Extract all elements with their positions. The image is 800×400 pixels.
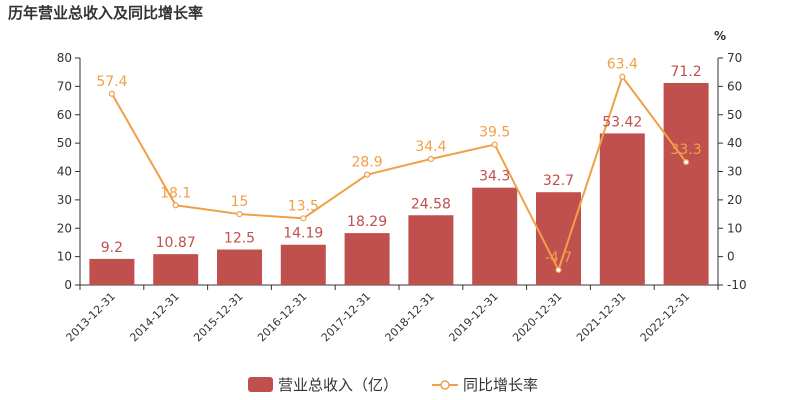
right-axis-tick-label: 30 (727, 165, 742, 179)
line-value-label: 28.9 (352, 155, 383, 171)
line-point (491, 141, 498, 148)
x-axis-tick-label: 2013-12-31 (64, 290, 118, 344)
line-point (682, 159, 690, 166)
line-point (172, 202, 179, 209)
left-axis-tick-label: 30 (57, 193, 72, 207)
line-value-label: 57.4 (96, 74, 127, 90)
bar (217, 249, 262, 285)
bar-value-label: 32.7 (543, 173, 574, 189)
line-point (300, 215, 307, 222)
line-series (108, 73, 690, 274)
right-axis-tick-label: -10 (727, 278, 747, 292)
bar-value-label: 34.3 (479, 169, 510, 185)
line-point (555, 266, 562, 274)
bar-value-label: 53.42 (602, 114, 642, 130)
line-value-label: 13.5 (288, 198, 319, 214)
left-axis-tick-label: 0 (64, 278, 72, 292)
bar-value-label: 71.2 (671, 64, 702, 80)
right-axis-unit: % (714, 29, 726, 43)
data-labels: 9.2 10.87 12.5 14.19 18.29 24.58 34.3 32.7 53.42… (96, 57, 701, 266)
legend[interactable]: 营业总收入（亿） 同比增长率 (248, 376, 538, 394)
line-value-label: 63.4 (607, 57, 638, 73)
bar-series (89, 82, 709, 285)
line-value-label: 33.3 (671, 142, 702, 158)
growth-rate-line (111, 74, 687, 273)
bar (408, 215, 454, 285)
bar (89, 258, 135, 285)
chart-title: 历年营业总收入及同比增长率 (8, 4, 204, 22)
bar-value-label: 14.19 (283, 226, 323, 242)
x-axis-tick-label: 2021-12-31 (574, 290, 628, 344)
line-point (427, 155, 434, 163)
bar (663, 82, 709, 285)
bar (280, 244, 326, 285)
line-value-label: -4.7 (545, 250, 572, 266)
x-axis-tick-label: 2015-12-31 (191, 290, 245, 344)
line-point (236, 210, 243, 218)
bar (472, 187, 518, 285)
x-axis-tick-label: 2014-12-31 (127, 290, 181, 344)
left-axis-tick-label: 70 (57, 79, 72, 93)
left-axis-tick-label: 50 (57, 136, 72, 150)
left-axis-tick-label: 40 (57, 165, 72, 179)
left-axis-tick-label: 20 (57, 221, 72, 235)
line-value-label: 34.4 (415, 139, 446, 155)
line-value-label: 15 (231, 194, 249, 210)
line-point (619, 73, 626, 80)
legend-line-label: 同比增长率 (463, 376, 538, 394)
line-point (364, 171, 371, 178)
bar-value-label: 9.2 (101, 240, 123, 256)
right-axis-tick-label: 60 (727, 79, 742, 93)
bar (344, 233, 390, 285)
line-value-label: 18.1 (160, 185, 191, 201)
bar (599, 133, 645, 285)
right-axis-tick-label: 70 (727, 51, 742, 65)
x-axis-tick-label: 2016-12-31 (255, 290, 309, 344)
left-axis-tick-label: 10 (57, 250, 72, 264)
right-axis-tick-label: 40 (727, 136, 742, 150)
x-axis-tick-label: 2022-12-31 (638, 290, 692, 344)
left-axis-tick-label: 80 (57, 51, 72, 65)
x-axis-tick-label: 2018-12-31 (383, 290, 437, 344)
line-value-label: 39.5 (479, 125, 510, 141)
right-axis-tick-label: 50 (727, 108, 742, 122)
line-point (108, 90, 116, 97)
left-axis-tick-label: 60 (57, 108, 72, 122)
bar-value-label: 24.58 (411, 196, 451, 212)
bar (153, 254, 199, 285)
x-axis-tick-label: 2017-12-31 (319, 290, 373, 344)
bar-value-label: 18.29 (347, 214, 387, 230)
legend-bar-swatch (248, 377, 273, 392)
bar-value-label: 10.87 (156, 235, 196, 251)
right-axis-tick-label: 10 (727, 221, 742, 235)
bar-value-label: 12.5 (224, 231, 255, 247)
legend-line-marker (440, 380, 450, 390)
right-axis-tick-label: 20 (727, 193, 742, 207)
x-axis-tick-label: 2019-12-31 (446, 290, 500, 344)
right-axis-tick-label: 0 (727, 250, 735, 264)
x-axis-tick-label: 2020-12-31 (510, 290, 564, 344)
legend-bar-label: 营业总收入（亿） (278, 376, 398, 394)
